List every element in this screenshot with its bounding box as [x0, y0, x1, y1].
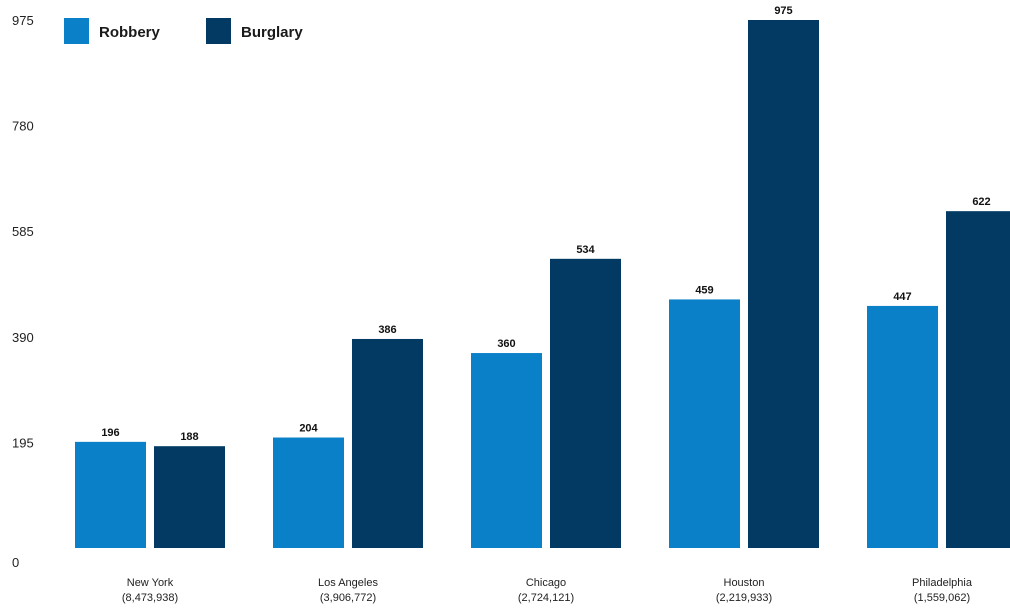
data-label: 204 — [299, 423, 318, 435]
bar-robbery-4 — [867, 305, 938, 548]
x-category-sublabel: (1,559,062) — [914, 592, 970, 604]
data-label: 360 — [497, 338, 515, 350]
bars: 196 188 204 386 360 534 459 975 447 622 — [75, 5, 1010, 548]
x-category-sublabel: (2,219,933) — [716, 592, 772, 604]
legend-swatch-robbery — [64, 18, 89, 44]
data-label: 622 — [972, 196, 990, 208]
data-label: 386 — [378, 324, 396, 336]
legend-label-robbery: Robbery — [99, 24, 161, 41]
data-label: 447 — [893, 291, 911, 303]
x-category-sublabel: (2,724,121) — [518, 592, 574, 604]
x-category-label: Los Angeles — [318, 577, 378, 589]
bar-robbery-3 — [669, 299, 740, 548]
y-tick-label: 0 — [12, 555, 19, 570]
x-category-sublabel: (8,473,938) — [122, 592, 178, 604]
bar-burglary-0 — [154, 446, 225, 548]
y-tick-label: 780 — [12, 119, 34, 134]
bar-burglary-1 — [352, 338, 423, 548]
x-axis: New York (8,473,938) Los Angeles (3,906,772… — [122, 577, 973, 604]
x-category-label: Houston — [724, 577, 765, 589]
x-category-label: New York — [127, 577, 174, 589]
chart-legend: Robbery Burglary — [64, 18, 303, 44]
bar-burglary-3 — [748, 20, 819, 548]
x-category-label: Philadelphia — [912, 577, 973, 589]
bar-burglary-4 — [946, 211, 1010, 548]
y-tick-label: 195 — [12, 435, 34, 450]
y-tick-label: 390 — [12, 330, 34, 345]
bar-robbery-0 — [75, 441, 146, 548]
data-label: 975 — [774, 5, 792, 17]
y-tick-label: 975 — [12, 13, 34, 28]
x-category-sublabel: (3,906,772) — [320, 592, 376, 604]
data-label: 196 — [101, 427, 119, 439]
legend-label-burglary: Burglary — [241, 24, 303, 41]
data-label: 459 — [695, 284, 713, 296]
data-label: 534 — [576, 244, 595, 256]
x-category-label: Chicago — [526, 577, 566, 589]
bar-robbery-1 — [273, 437, 344, 548]
y-axis: 0 195 390 585 780 975 — [12, 13, 34, 570]
bar-robbery-2 — [471, 353, 542, 548]
bar-burglary-2 — [550, 258, 621, 548]
legend-swatch-burglary — [206, 18, 231, 44]
data-label: 188 — [180, 431, 198, 443]
y-tick-label: 585 — [12, 224, 34, 239]
